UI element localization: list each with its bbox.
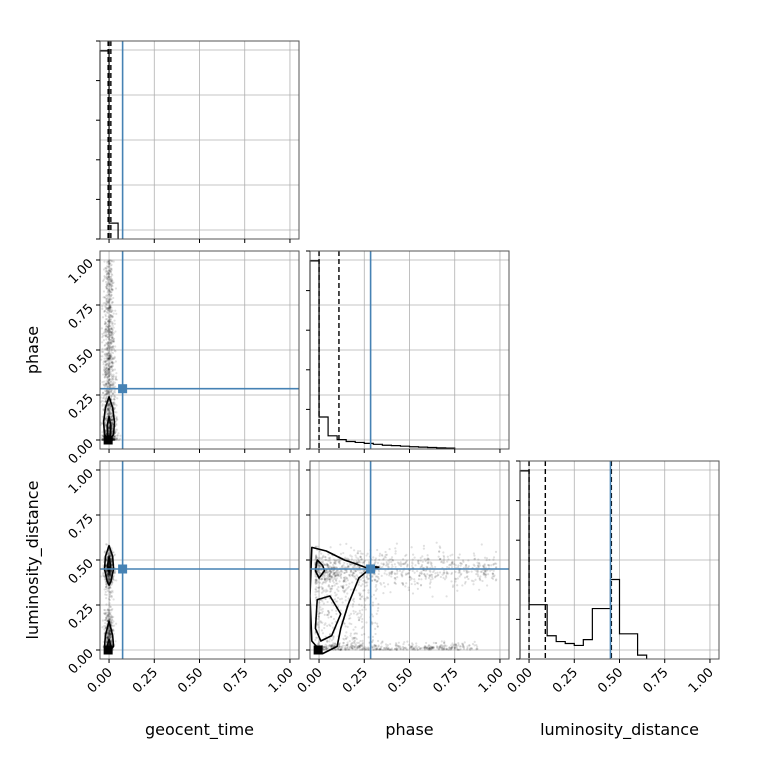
x-axis-label-luminosity-distance: luminosity_distance [540, 720, 699, 740]
histogram-luminosity-distance-steps [519, 470, 648, 659]
scatter-luminosity-distance-vs-geocent-time-ytick-label-0: 0.00 [66, 646, 97, 677]
scatter-luminosity-distance-vs-geocent-time-xtick-label-2: 0.50 [175, 665, 206, 696]
scatter-luminosity-distance-vs-phase-contour-0 [310, 546, 371, 655]
scatter-phase-vs-geocent-time-ytick-label-2: 0.50 [66, 346, 97, 377]
scatter-luminosity-distance-vs-geocent-time-samples [100, 543, 118, 653]
x-axis-label-phase: phase [385, 720, 433, 739]
histogram-luminosity-distance-xtick-label-2: 0.50 [595, 665, 626, 696]
scatter-luminosity-distance-vs-geocent-time-xtick-label-4: 1.00 [266, 665, 297, 696]
scatter-phase-vs-geocent-time-truth-marker [118, 384, 128, 394]
scatter-luminosity-distance-vs-phase: 0.00 0.25 0.50 0.75 1.00 [295, 460, 510, 696]
scatter-phase-vs-geocent-time-ytick-label-1: 0.25 [66, 391, 97, 422]
histogram-luminosity-distance-xtick-label-0: 0.00 [505, 665, 536, 696]
histogram-luminosity-distance-xtick-label-3: 0.75 [640, 665, 671, 696]
scatter-luminosity-distance-vs-geocent-time-xtick-label-3: 0.75 [220, 665, 251, 696]
scatter-luminosity-distance-vs-phase-xtick-label-3: 0.75 [430, 665, 461, 696]
scatter-luminosity-distance-vs-geocent-time-ytick-label-4: 1.00 [66, 466, 97, 497]
scatter-luminosity-distance-vs-phase-peak-marker [313, 645, 323, 655]
scatter-luminosity-distance-vs-phase-truth-marker [366, 564, 376, 574]
scatter-luminosity-distance-vs-geocent-time-contour-1 [106, 555, 112, 574]
scatter-luminosity-distance-vs-geocent-time-ytick-label-1: 0.25 [66, 601, 97, 632]
scatter-luminosity-distance-vs-geocent-time-truth-marker [118, 564, 128, 574]
y-axis-label-phase: phase [23, 326, 42, 374]
scatter-luminosity-distance-vs-phase-samples [310, 541, 498, 655]
scatter-luminosity-distance-vs-phase-xtick-label-0: 0.00 [295, 665, 326, 696]
histogram-luminosity-distance-xtick-label-4: 1.00 [686, 665, 717, 696]
scatter-luminosity-distance-vs-phase-xtick-label-2: 0.50 [385, 665, 416, 696]
scatter-luminosity-distance-vs-geocent-time: 0.00 0.25 0.50 0.75 1.00 0.00 0.25 0.50 0.75 1.00 [66, 460, 300, 696]
histogram-phase-steps [309, 260, 456, 449]
scatter-luminosity-distance-vs-geocent-time-xtick-label-1: 0.25 [130, 665, 161, 696]
scatter-luminosity-distance-vs-geocent-time-ytick-label-2: 0.50 [66, 556, 97, 587]
y-axis-label-luminosity-distance: luminosity_distance [23, 481, 43, 640]
histogram-geocent-time [96, 40, 300, 243]
scatter-luminosity-distance-vs-geocent-time-ytick-label-3: 0.75 [66, 511, 97, 542]
x-axis-label-geocent-time: geocent_time [145, 720, 254, 740]
scatter-luminosity-distance-vs-phase-xtick-label-4: 1.00 [476, 665, 507, 696]
scatter-phase-vs-geocent-time-ytick-label-3: 0.75 [66, 301, 97, 332]
scatter-phase-vs-geocent-time-peak-marker [103, 435, 113, 445]
scatter-phase-vs-geocent-time-ytick-label-0: 0.00 [66, 436, 97, 467]
scatter-luminosity-distance-vs-phase-contour-2 [314, 595, 342, 642]
histogram-phase [306, 250, 510, 453]
scatter-luminosity-distance-vs-geocent-time-peak-marker [103, 645, 113, 655]
histogram-luminosity-distance-xtick-label-1: 0.25 [550, 665, 581, 696]
histogram-luminosity-distance: 0.00 0.25 0.50 0.75 1.00 [505, 460, 720, 696]
scatter-luminosity-distance-vs-geocent-time-contour-0 [103, 544, 115, 586]
scatter-phase-vs-geocent-time: 0.00 0.25 0.50 0.75 1.00 [66, 250, 300, 467]
scatter-luminosity-distance-vs-phase-xtick-label-1: 0.25 [340, 665, 371, 696]
scatter-luminosity-distance-vs-geocent-time-xtick-label-0: 0.00 [85, 665, 116, 696]
scatter-phase-vs-geocent-time-ytick-label-4: 1.00 [66, 256, 97, 287]
